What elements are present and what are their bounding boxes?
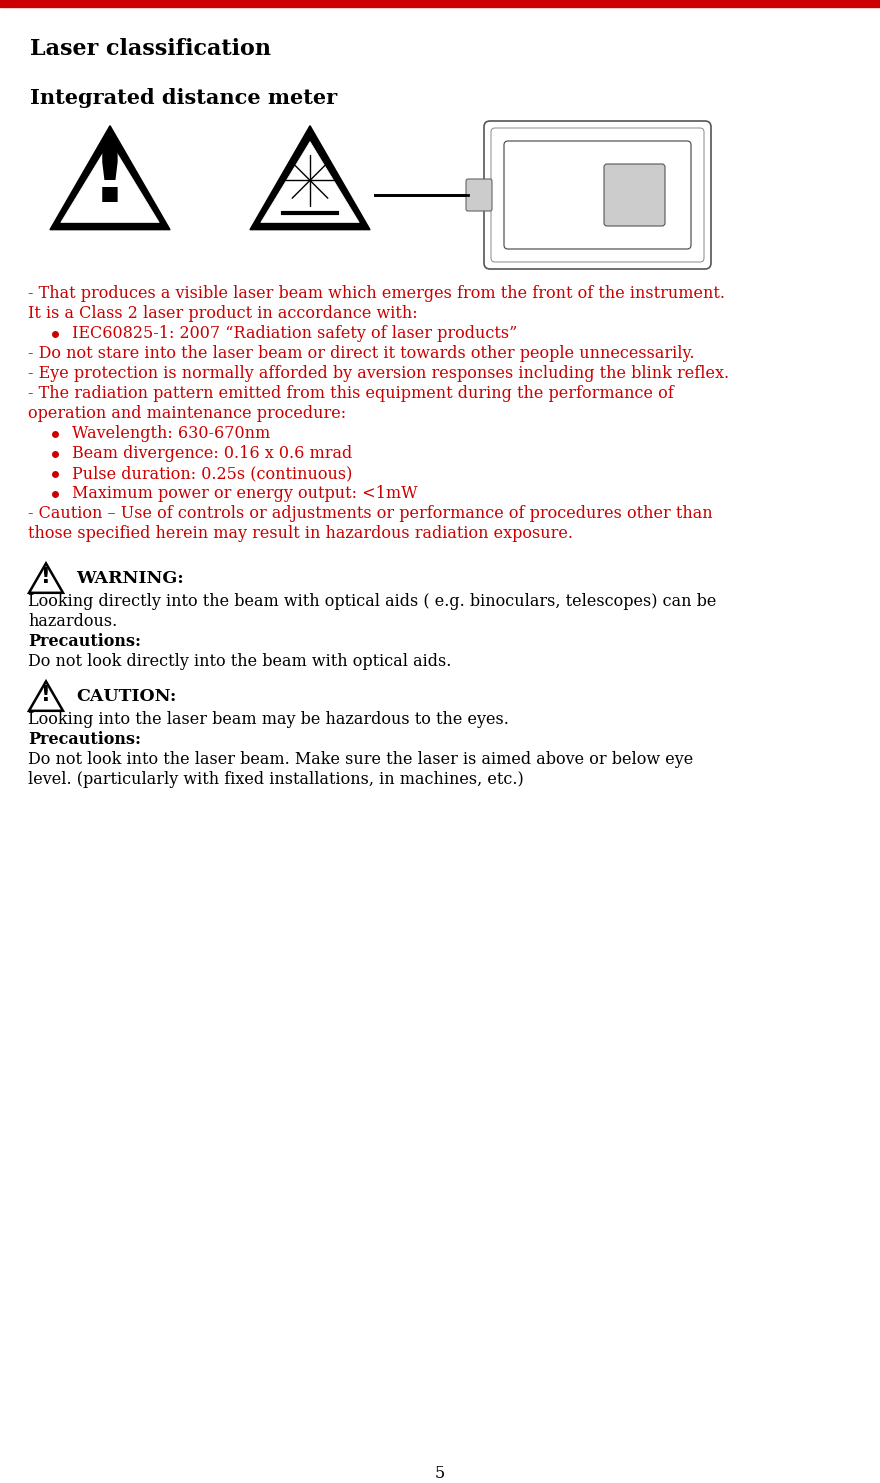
FancyBboxPatch shape xyxy=(466,179,492,211)
Polygon shape xyxy=(250,126,370,230)
Text: - The radiation pattern emitted from this equipment during the performance of: - The radiation pattern emitted from thi… xyxy=(28,386,674,402)
Polygon shape xyxy=(50,126,170,230)
Text: - Do not stare into the laser beam or direct it towards other people unnecessari: - Do not stare into the laser beam or di… xyxy=(28,346,694,362)
Text: 5: 5 xyxy=(435,1465,445,1482)
Text: Wavelength: 630-670nm: Wavelength: 630-670nm xyxy=(72,426,270,442)
Text: - Caution – Use of controls or adjustments or performance of procedures other th: - Caution – Use of controls or adjustmen… xyxy=(28,506,713,522)
FancyBboxPatch shape xyxy=(491,128,704,262)
Text: Precautions:: Precautions: xyxy=(28,731,141,747)
Bar xyxy=(0,0,880,7)
Text: those specified herein may result in hazardous radiation exposure.: those specified herein may result in haz… xyxy=(28,525,573,541)
Text: Laser classification: Laser classification xyxy=(30,39,271,59)
Text: Looking into the laser beam may be hazardous to the eyes.: Looking into the laser beam may be hazar… xyxy=(28,710,509,728)
Polygon shape xyxy=(29,681,63,710)
Text: Precautions:: Precautions: xyxy=(28,633,141,650)
Text: WARNING:: WARNING: xyxy=(76,569,184,587)
Polygon shape xyxy=(61,141,159,222)
Text: Do not look directly into the beam with optical aids.: Do not look directly into the beam with … xyxy=(28,653,451,670)
Text: Looking directly into the beam with optical aids ( e.g. binoculars, telescopes) : Looking directly into the beam with opti… xyxy=(28,593,716,610)
Text: CAUTION:: CAUTION: xyxy=(76,688,176,704)
FancyBboxPatch shape xyxy=(484,122,711,268)
Text: Beam divergence: 0.16 x 0.6 mrad: Beam divergence: 0.16 x 0.6 mrad xyxy=(72,445,352,463)
Text: !: ! xyxy=(41,685,51,704)
Text: - That produces a visible laser beam which emerges from the front of the instrum: - That produces a visible laser beam whi… xyxy=(28,285,725,303)
Polygon shape xyxy=(29,564,63,593)
FancyBboxPatch shape xyxy=(604,165,665,225)
Text: level. (particularly with fixed installations, in machines, etc.): level. (particularly with fixed installa… xyxy=(28,771,524,787)
Text: operation and maintenance procedure:: operation and maintenance procedure: xyxy=(28,405,346,423)
Text: Maximum power or energy output: <1mW: Maximum power or energy output: <1mW xyxy=(72,485,418,503)
Text: Pulse duration: 0.25s (continuous): Pulse duration: 0.25s (continuous) xyxy=(72,466,352,482)
Text: !: ! xyxy=(90,136,130,219)
Text: hazardous.: hazardous. xyxy=(28,612,117,630)
Text: It is a Class 2 laser product in accordance with:: It is a Class 2 laser product in accorda… xyxy=(28,305,418,322)
Polygon shape xyxy=(260,141,359,222)
Text: Do not look into the laser beam. Make sure the laser is aimed above or below eye: Do not look into the laser beam. Make su… xyxy=(28,750,693,768)
FancyBboxPatch shape xyxy=(504,141,691,249)
Text: !: ! xyxy=(41,567,51,587)
Text: Integrated distance meter: Integrated distance meter xyxy=(30,87,337,108)
Text: - Eye protection is normally afforded by aversion responses including the blink : - Eye protection is normally afforded by… xyxy=(28,365,730,383)
Text: IEC60825-1: 2007 “Radiation safety of laser products”: IEC60825-1: 2007 “Radiation safety of la… xyxy=(72,325,517,343)
